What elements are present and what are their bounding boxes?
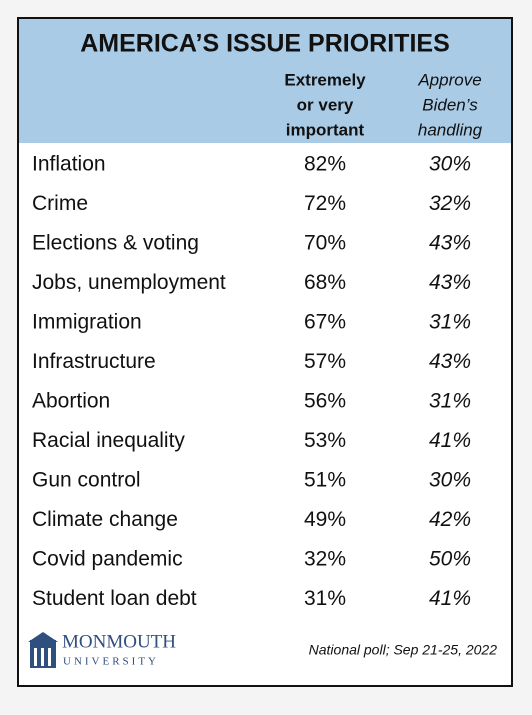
important-pct: 51% (304, 469, 346, 492)
approve-pct: 32% (429, 192, 471, 215)
issue: Climate change (32, 508, 178, 531)
important-pct: 82% (304, 153, 346, 176)
issue: Jobs, unemployment (32, 271, 226, 294)
approve-pct: 43% (429, 271, 471, 294)
column-header: Approve (417, 70, 481, 89)
column-header: handling (418, 120, 483, 139)
column-header: Extremely (284, 70, 366, 89)
important-pct: 70% (304, 232, 346, 255)
column-header: important (286, 120, 365, 139)
issue: Covid pandemic (32, 548, 183, 571)
important-pct: 32% (304, 548, 346, 571)
important-pct: 56% (304, 390, 346, 413)
approve-pct: 31% (429, 311, 471, 334)
issue: Student loan debt (32, 587, 197, 610)
important-pct: 53% (304, 429, 346, 452)
issue: Infrastructure (32, 350, 156, 373)
important-pct: 72% (304, 192, 346, 215)
column-header: or very (297, 95, 354, 114)
approve-pct: 50% (429, 548, 471, 571)
issue: Inflation (32, 153, 106, 176)
important-pct: 57% (304, 350, 346, 373)
logo-sub: UNIVERSITY (63, 656, 159, 668)
issue: Racial inequality (32, 429, 185, 452)
approve-pct: 41% (429, 587, 471, 610)
important-pct: 67% (304, 311, 346, 334)
issue: Gun control (32, 469, 141, 492)
approve-pct: 30% (429, 469, 471, 492)
issue: Elections & voting (32, 232, 199, 255)
approve-pct: 30% (429, 153, 471, 176)
approve-pct: 42% (429, 508, 471, 531)
logo-icon (28, 632, 58, 668)
approve-pct: 43% (429, 232, 471, 255)
issue: Immigration (32, 311, 142, 334)
issue: Crime (32, 192, 88, 215)
important-pct: 49% (304, 508, 346, 531)
important-pct: 31% (304, 587, 346, 610)
approve-pct: 31% (429, 390, 471, 413)
issue: Abortion (32, 390, 110, 413)
column-header: Biden’s (422, 95, 478, 114)
approve-pct: 41% (429, 429, 471, 452)
important-pct: 68% (304, 271, 346, 294)
logo-name: MONMOUTH (62, 631, 176, 652)
header-band (19, 19, 511, 143)
approve-pct: 43% (429, 350, 471, 373)
footnote: National poll; Sep 21-25, 2022 (309, 642, 498, 658)
title: AMERICA’S ISSUE PRIORITIES (80, 30, 450, 58)
